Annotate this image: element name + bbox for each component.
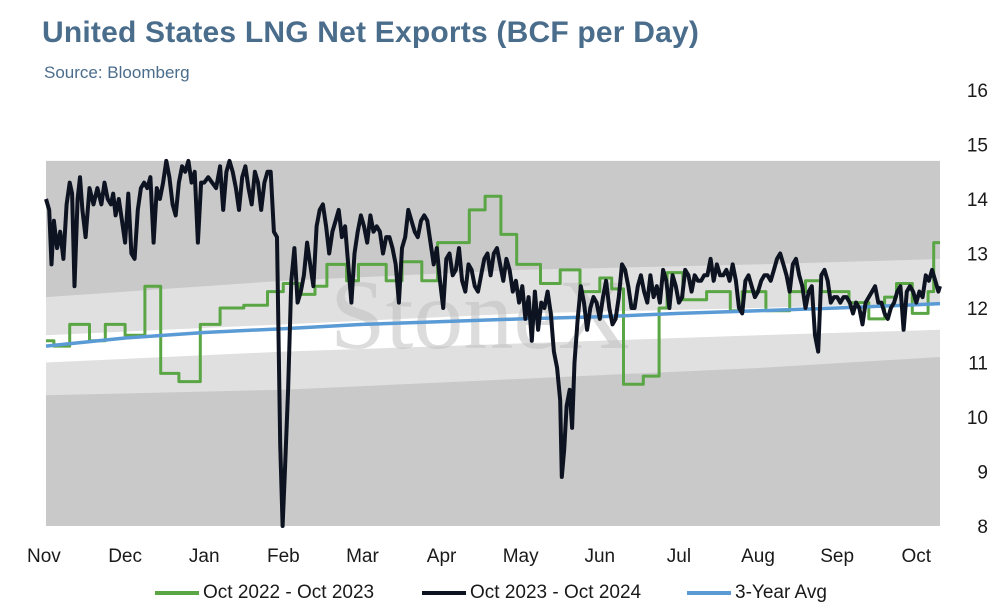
x-tick-label: Mar: [346, 546, 379, 567]
x-axis: Nov Dec Jan Feb Mar Apr May Jun Jul Aug Sep Oct: [27, 546, 932, 567]
y-tick-label: 12: [967, 299, 988, 320]
band-inner: [46, 302, 940, 363]
legend-swatch: [422, 591, 466, 595]
y-tick-label: 9: [977, 463, 988, 484]
legend-swatch: [155, 591, 199, 595]
x-tick-label: Jul: [667, 546, 691, 567]
legend: Oct 2022 - Oct 2023 Oct 2023 - Oct 2024 …: [0, 580, 994, 606]
x-tick-label: Apr: [427, 546, 457, 567]
x-tick-label: Sep: [820, 546, 854, 567]
y-tick-label: 8: [977, 517, 988, 538]
y-tick-label: 15: [967, 136, 988, 157]
x-tick-label: Feb: [267, 546, 300, 567]
y-tick-label: 14: [967, 190, 989, 211]
x-tick-label: Oct: [901, 546, 931, 567]
legend-item: Oct 2023 - Oct 2024: [422, 580, 641, 606]
y-tick-label: 13: [967, 245, 988, 266]
x-tick-label: Nov: [27, 546, 61, 567]
series-line-oct-2022-oct-2023: [46, 194, 940, 386]
lines-layer: [44, 158, 942, 528]
chart-subtitle: Source: Bloomberg: [44, 63, 190, 82]
y-tick-label: 16: [967, 81, 988, 102]
legend-label: Oct 2023 - Oct 2024: [470, 582, 642, 603]
legend-label: Oct 2022 - Oct 2023: [203, 582, 375, 603]
x-tick-label: Aug: [741, 546, 775, 567]
x-tick-label: Jan: [189, 546, 220, 567]
y-tick-label: 11: [968, 354, 988, 375]
x-tick-label: May: [503, 546, 539, 567]
legend-label: 3-Year Avg: [735, 582, 827, 603]
series-line-oct-2023-oct-2024: [44, 158, 942, 528]
page-title: United States LNG Net Exports (BCF per D…: [42, 16, 700, 49]
y-axis: 8 9 10 11 12 13 14 15 16: [967, 81, 989, 538]
y-tick-label: 10: [967, 408, 988, 429]
x-tick-label: Dec: [108, 546, 142, 567]
series-line-3-year-avg: [45, 301, 941, 348]
legend-item: 3-Year Avg: [687, 580, 827, 606]
x-tick-label: Jun: [584, 546, 615, 567]
legend-item: Oct 2022 - Oct 2023: [155, 580, 374, 606]
bands-layer: [46, 160, 940, 526]
legend-swatch: [687, 591, 731, 595]
